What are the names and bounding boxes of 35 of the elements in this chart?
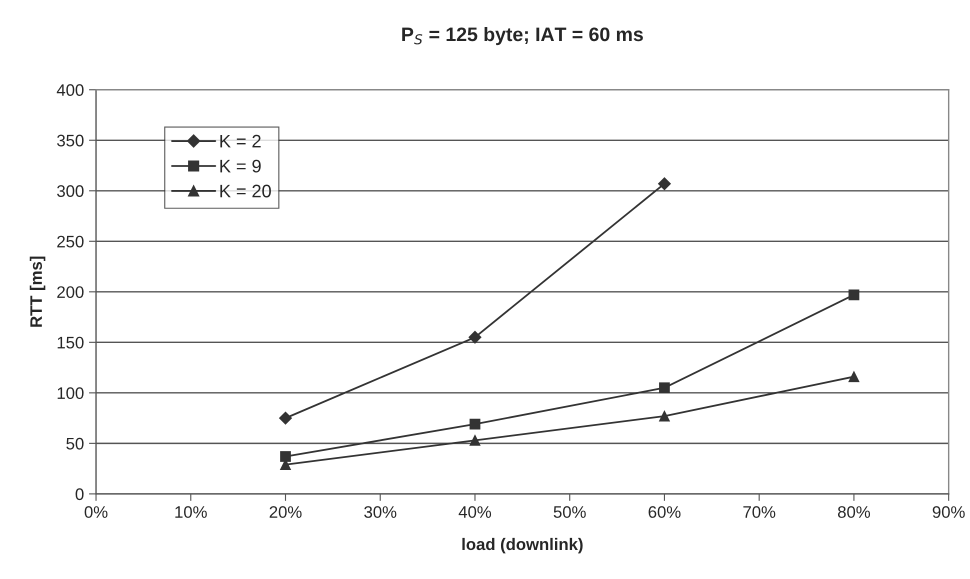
y-tick-label: 50: [66, 438, 84, 450]
x-tick-label: 10%: [175, 506, 207, 518]
x-tick-label: 70%: [743, 506, 776, 518]
legend-label: K = 9: [220, 160, 261, 173]
x-tick-label: 20%: [270, 506, 302, 518]
point: [470, 434, 480, 446]
legend-label: K = 2: [220, 134, 261, 148]
x-tick-label: 50%: [554, 506, 586, 518]
chart-title: P$_{S}$ = 125 byte; IAT = 60 ms: [402, 26, 643, 46]
x-tick-label: 90%: [932, 506, 965, 518]
y-tick-label: 150: [58, 336, 84, 349]
x-tick-label: 80%: [838, 506, 870, 518]
x-axis-title: load (downlink): [462, 538, 583, 554]
point: [280, 451, 291, 462]
x-tick-label: 0%: [84, 506, 108, 518]
legend-label: K = 20: [220, 184, 271, 198]
point: [848, 371, 860, 382]
point: [659, 410, 670, 422]
x-tick-label: 40%: [458, 506, 492, 518]
point: [279, 412, 292, 425]
y-tick-label: 0: [76, 488, 84, 500]
y-tick-label: 300: [57, 185, 84, 197]
point: [468, 330, 482, 344]
y-tick-label: 400: [56, 84, 84, 96]
y-tick-label: 200: [57, 286, 84, 298]
point: [470, 418, 480, 430]
y-tick-label: 100: [58, 387, 84, 400]
y-axis-title: RTT [ms]: [30, 256, 46, 327]
y-tick-label: 350: [57, 134, 84, 146]
x-tick-label: 30%: [364, 506, 396, 518]
point: [658, 177, 671, 190]
point: [659, 382, 670, 394]
x-tick-label: 60%: [648, 506, 681, 518]
point: [848, 289, 860, 300]
y-tick-label: 250: [57, 236, 84, 248]
